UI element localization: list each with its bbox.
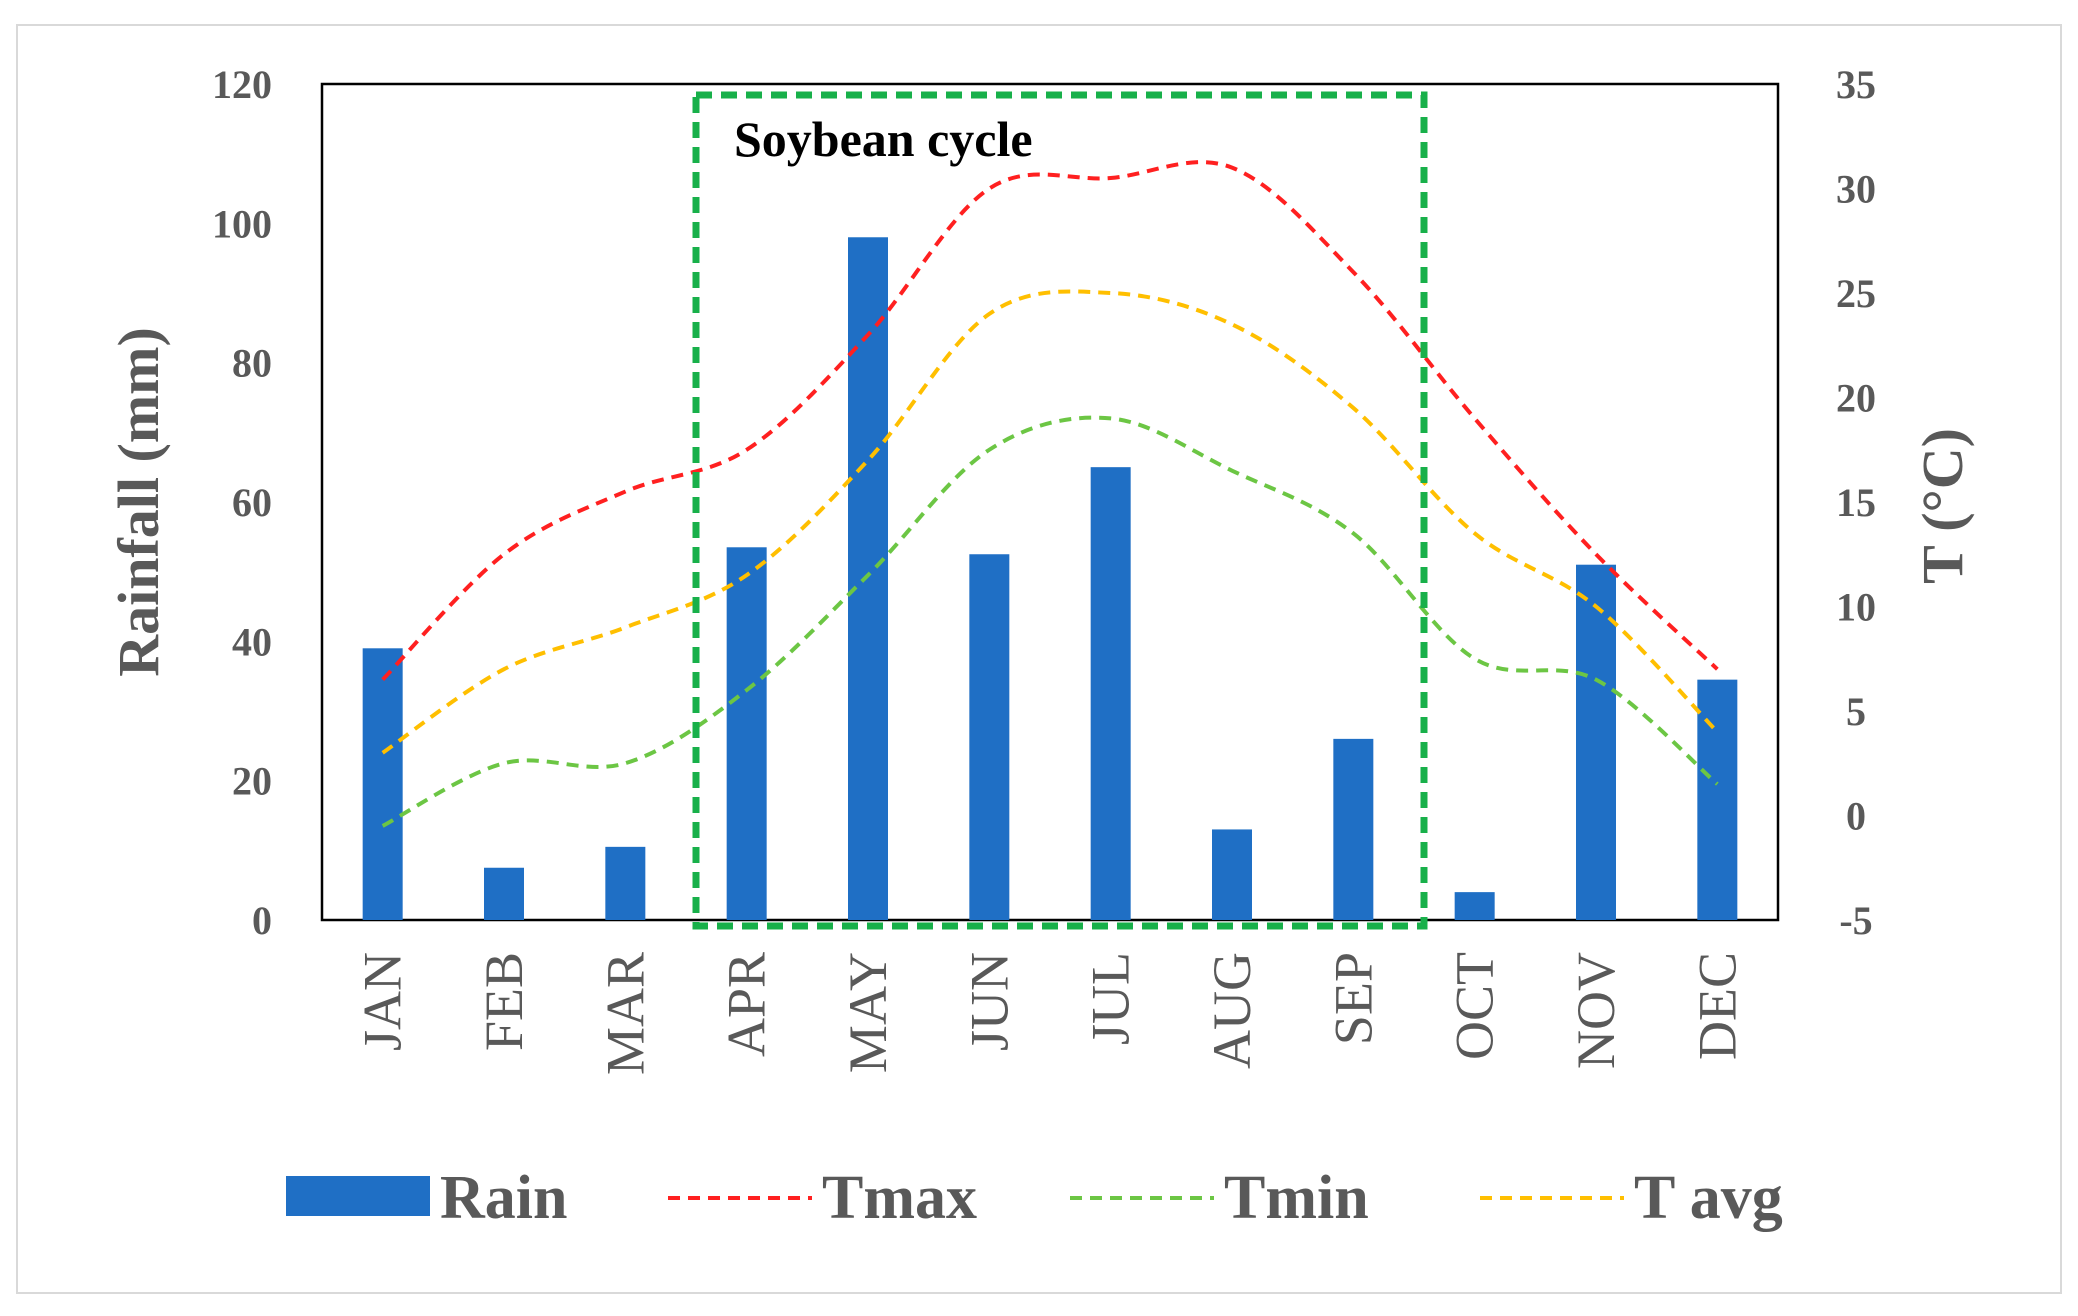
right-axis-tick: 5	[1846, 689, 1866, 734]
month-label-aug: AUG	[1202, 952, 1262, 1069]
tmax-line	[381, 160, 1719, 682]
left-axis-tick: 60	[232, 480, 272, 525]
rain-bar-jul	[1090, 467, 1131, 920]
rain-bar-may	[848, 237, 888, 920]
right-axis-tick: -5	[1839, 898, 1872, 943]
soybean-cycle-label: Soybean cycle	[734, 111, 1033, 167]
month-label-mar: MAR	[595, 952, 655, 1075]
t-avg-line	[381, 289, 1719, 755]
month-label-nov: NOV	[1566, 952, 1626, 1069]
left-axis-tick: 120	[212, 62, 272, 107]
legend-label-rain: Rain	[440, 1164, 567, 1232]
legend-swatch-rain	[286, 1176, 430, 1216]
legend-label-tmin: Tmin	[1224, 1164, 1369, 1232]
plot-border	[320, 82, 1780, 922]
month-label-sep: SEP	[1323, 952, 1383, 1045]
rain-bar-aug	[1212, 829, 1252, 920]
soybean-cycle-annotation: Soybean cycle	[692, 91, 1428, 930]
chart-frame	[16, 24, 2062, 1294]
month-label-jul: JUL	[1081, 952, 1141, 1045]
rain-bar-apr	[726, 547, 767, 920]
legend-label-t-avg: T avg	[1634, 1164, 1783, 1232]
month-label-apr: APR	[717, 952, 777, 1057]
tmin-line	[381, 415, 1719, 828]
right-axis-tick: 0	[1846, 794, 1866, 839]
right-axis-tick: 15	[1836, 480, 1876, 525]
rain-bar-jun	[969, 554, 1010, 920]
month-label-feb: FEB	[474, 952, 534, 1051]
rain-bar-feb	[484, 867, 524, 920]
left-axis-tick: 80	[232, 341, 272, 386]
month-label-may: MAY	[838, 952, 898, 1073]
month-label-jan: JAN	[353, 952, 413, 1051]
axes: 0 20 40 60 80 100 120 -5 0 5 10 15 20 25 30 35 Rainfall …	[106, 62, 1975, 1075]
right-axis-tick: 20	[1836, 376, 1876, 421]
left-axis-tick: 100	[212, 201, 272, 246]
temperature-lines	[381, 160, 1719, 828]
rain-bar-nov	[1576, 564, 1616, 920]
rain-bar-jan	[362, 648, 403, 920]
legend-label-tmax: Tmax	[822, 1164, 977, 1232]
plot-area	[320, 82, 1780, 922]
left-axis-tick: 40	[232, 619, 272, 664]
month-label-oct: OCT	[1445, 952, 1505, 1060]
month-label-jun: JUN	[959, 952, 1019, 1051]
rain-bar-mar	[605, 846, 646, 920]
soybean-cycle-box	[692, 91, 1428, 930]
right-axis-tick: 25	[1836, 271, 1876, 316]
month-label-dec: DEC	[1687, 952, 1747, 1060]
legend: Rain Tmax Tmin T avg	[286, 1164, 1783, 1232]
rain-bar-oct	[1454, 892, 1495, 920]
left-axis-tick: 0	[252, 898, 272, 943]
right-axis-tick: 35	[1836, 62, 1876, 107]
rain-bar-dec	[1697, 679, 1738, 920]
rain-bars	[362, 237, 1738, 920]
right-axis-tick: 10	[1836, 585, 1876, 630]
right-axis-title: T (°C)	[1910, 428, 1975, 584]
left-axis-tick: 20	[232, 759, 272, 804]
right-axis-tick: 30	[1836, 167, 1876, 212]
rain-bar-sep	[1333, 738, 1374, 920]
left-axis-title: Rainfall (mm)	[106, 327, 171, 677]
